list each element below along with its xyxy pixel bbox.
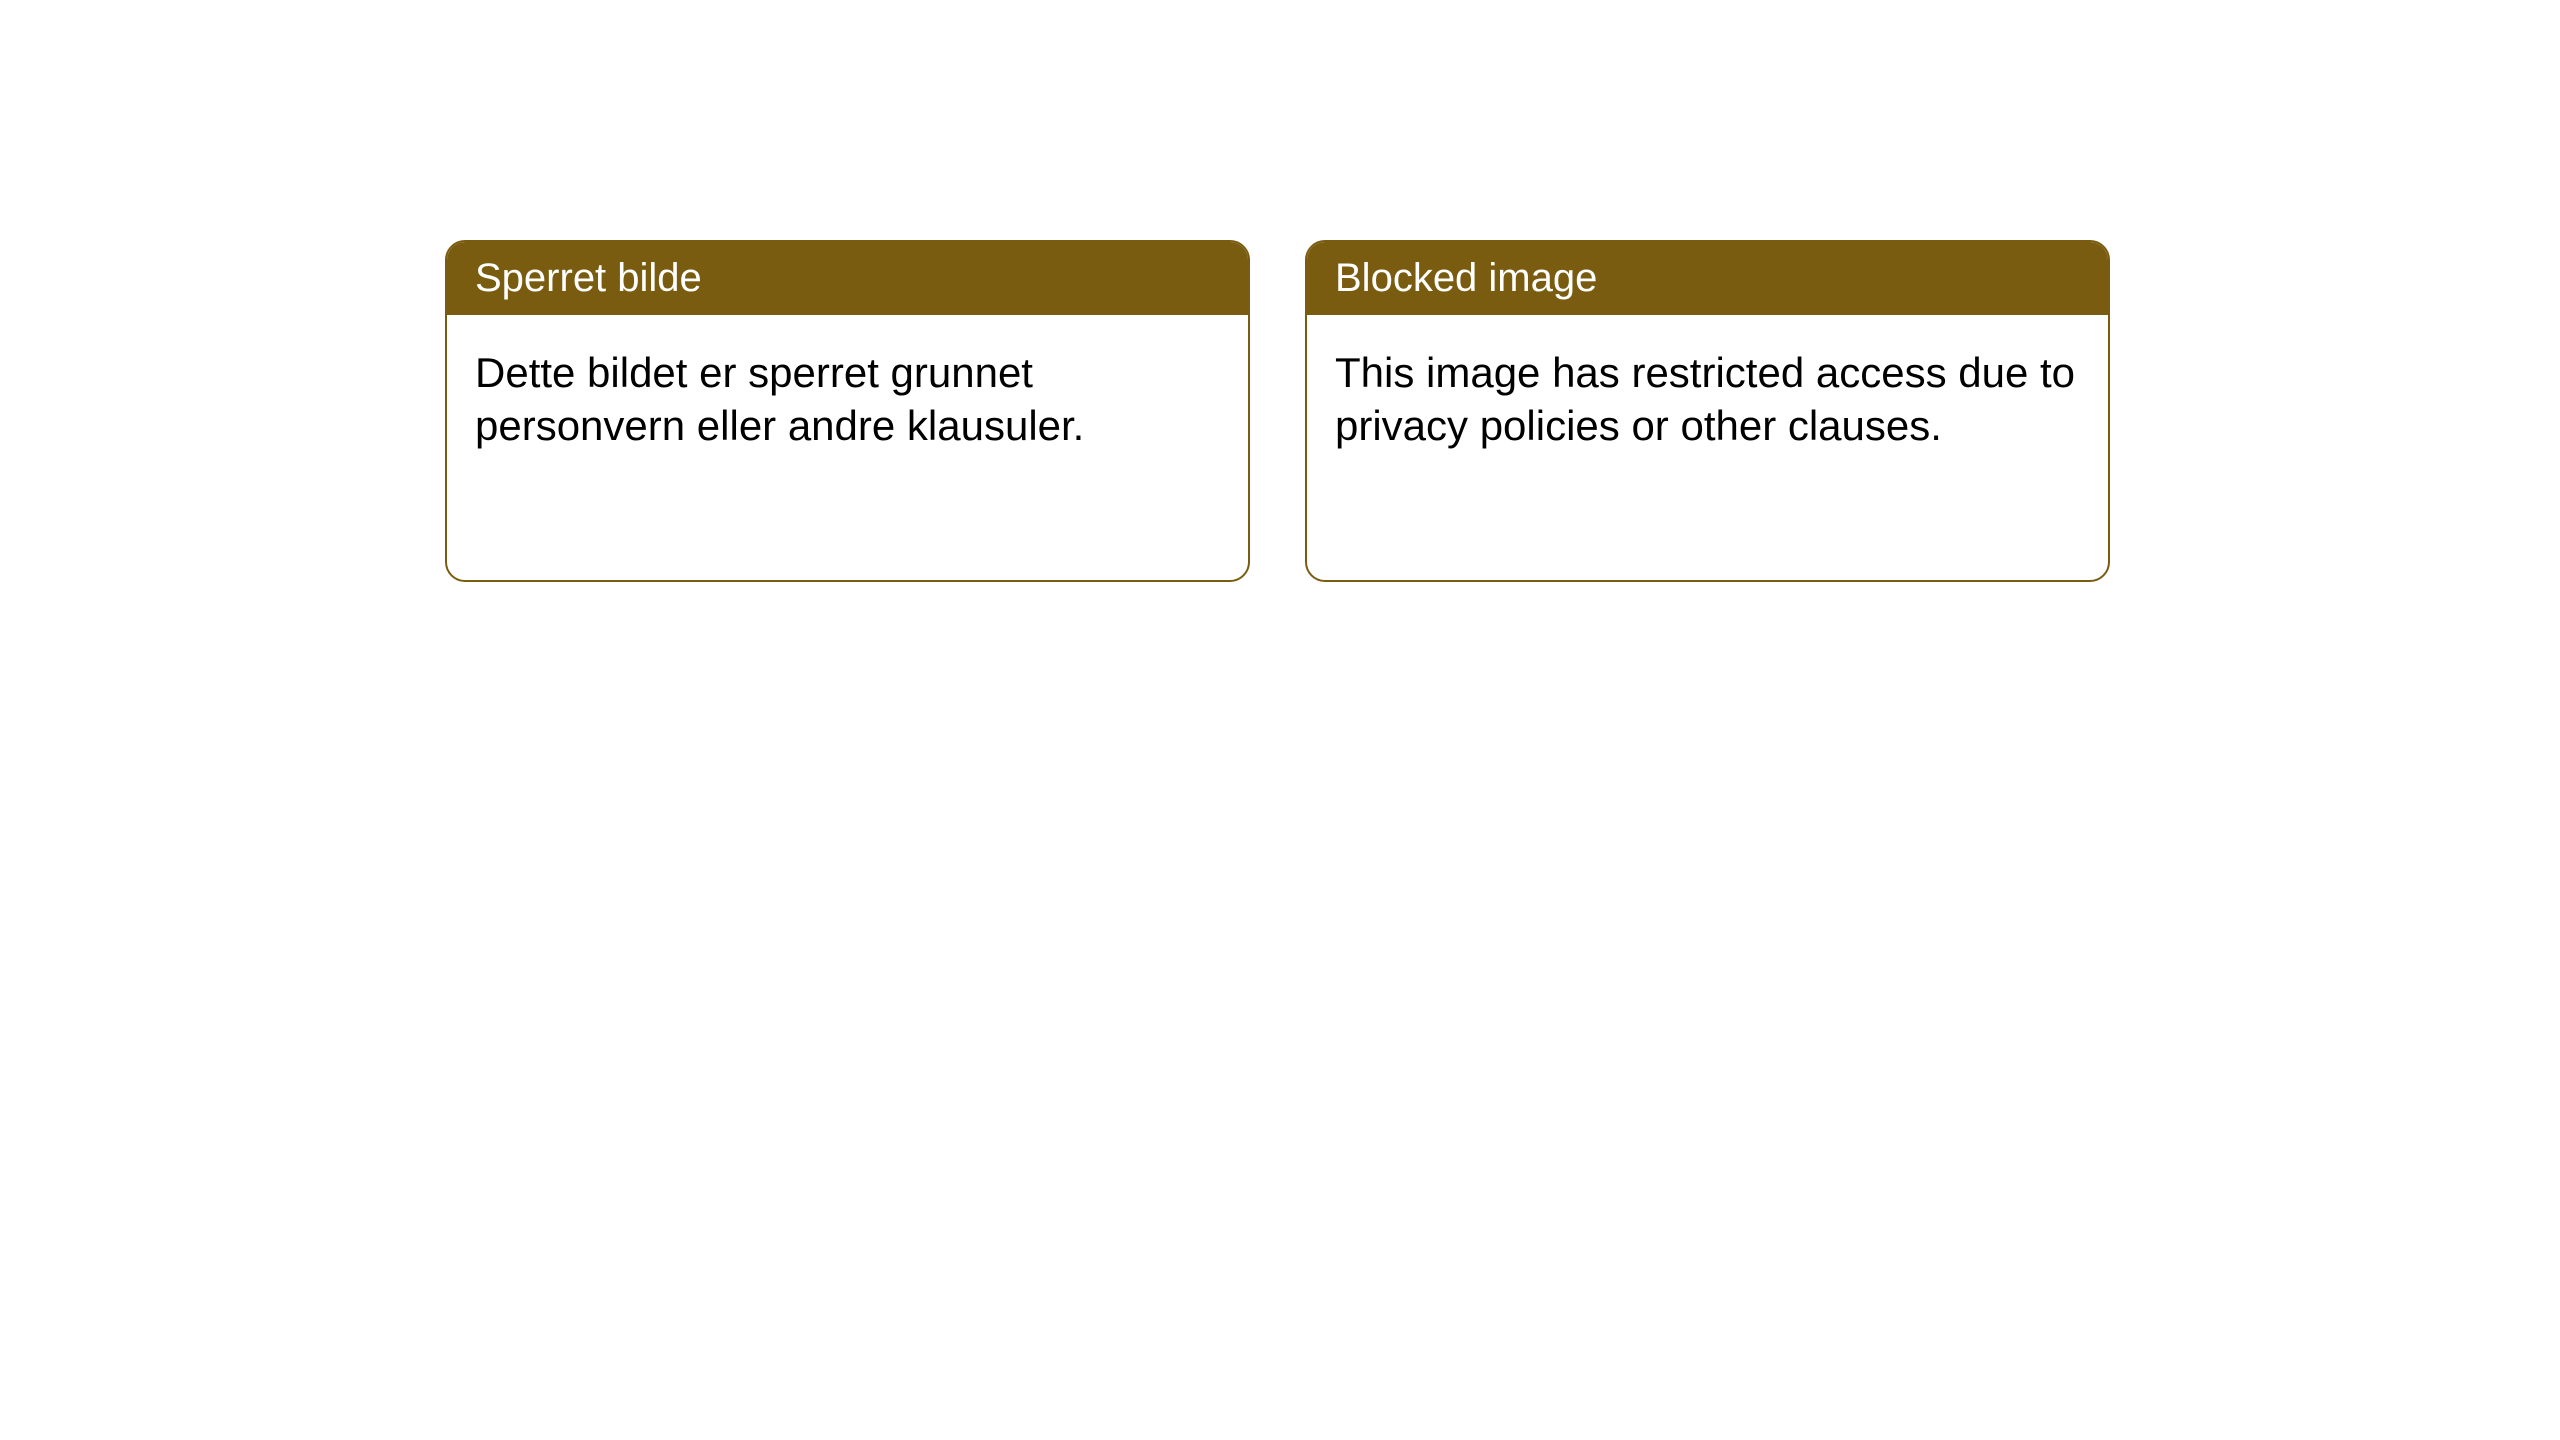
card-body-no: Dette bildet er sperret grunnet personve…: [447, 315, 1248, 580]
card-body-en: This image has restricted access due to …: [1307, 315, 2108, 580]
blocked-image-card-en: Blocked image This image has restricted …: [1305, 240, 2110, 582]
blocked-image-card-no: Sperret bilde Dette bildet er sperret gr…: [445, 240, 1250, 582]
card-header-no: Sperret bilde: [447, 242, 1248, 315]
card-header-en: Blocked image: [1307, 242, 2108, 315]
info-cards-container: Sperret bilde Dette bildet er sperret gr…: [445, 240, 2560, 582]
